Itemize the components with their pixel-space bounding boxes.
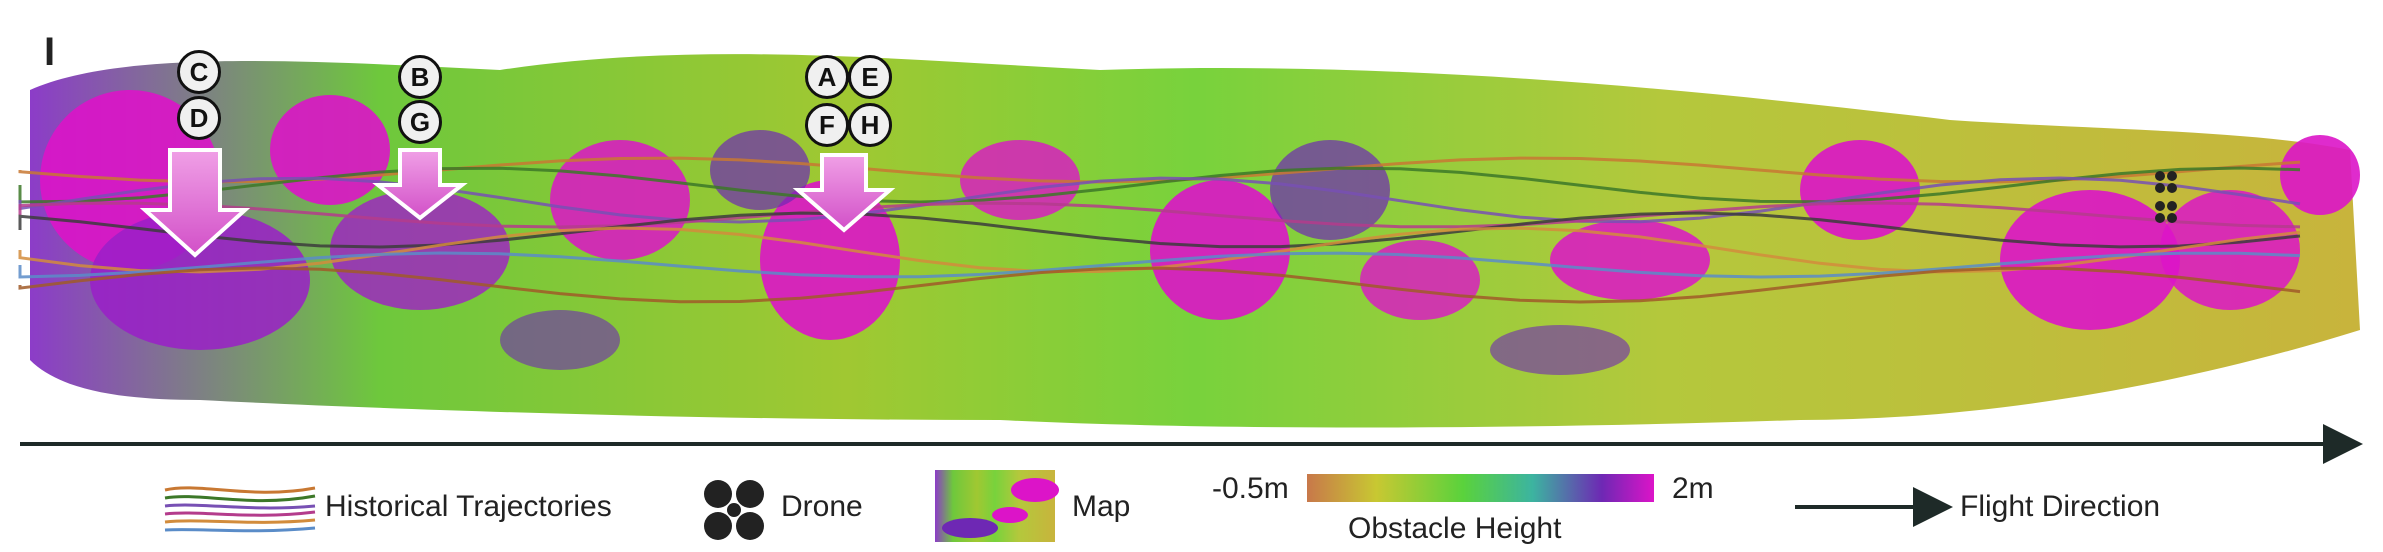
- colorbar-title: Obstacle Height: [1348, 512, 1562, 545]
- trajectory-line: [18, 156, 2301, 184]
- marker-b: B: [398, 55, 442, 99]
- marker-g: G: [398, 100, 442, 144]
- trajectory-line: [18, 266, 2301, 304]
- marker-h: H: [848, 103, 892, 147]
- historical-trajectories: [18, 156, 2301, 304]
- legend-drone-icon: [704, 480, 764, 540]
- legend-trajectories-label: Historical Trajectories: [325, 490, 612, 523]
- legend-flight-direction-label: Flight Direction: [1960, 490, 2161, 523]
- marker-a: A: [805, 55, 849, 99]
- trajectory-line: [18, 176, 2301, 224]
- marker-c: C: [177, 50, 221, 94]
- marker-d: D: [177, 96, 221, 140]
- marker-arrow-bg: [372, 148, 468, 221]
- panel-label: I: [44, 30, 56, 74]
- trajectory-line: [18, 211, 2301, 249]
- colorbar-max-label: 2m: [1672, 472, 1714, 505]
- drones: [2155, 171, 2177, 223]
- marker-arrow-aefh: [792, 153, 896, 233]
- marker-arrow-cd: [139, 148, 251, 258]
- legend-drone-label: Drone: [781, 490, 863, 523]
- marker-e: E: [848, 55, 892, 99]
- legend-map-swatch: [935, 470, 1059, 542]
- trajectory-line: [18, 201, 2301, 229]
- legend-map-label: Map: [1072, 490, 1131, 523]
- colorbar: [1307, 474, 1654, 502]
- colorbar-min-label: -0.5m: [1212, 472, 1289, 505]
- trajectory-line: [18, 166, 2301, 204]
- marker-f: F: [805, 103, 849, 147]
- legend-trajectory-swatch: [164, 486, 316, 533]
- trajectory-line: [18, 251, 2301, 279]
